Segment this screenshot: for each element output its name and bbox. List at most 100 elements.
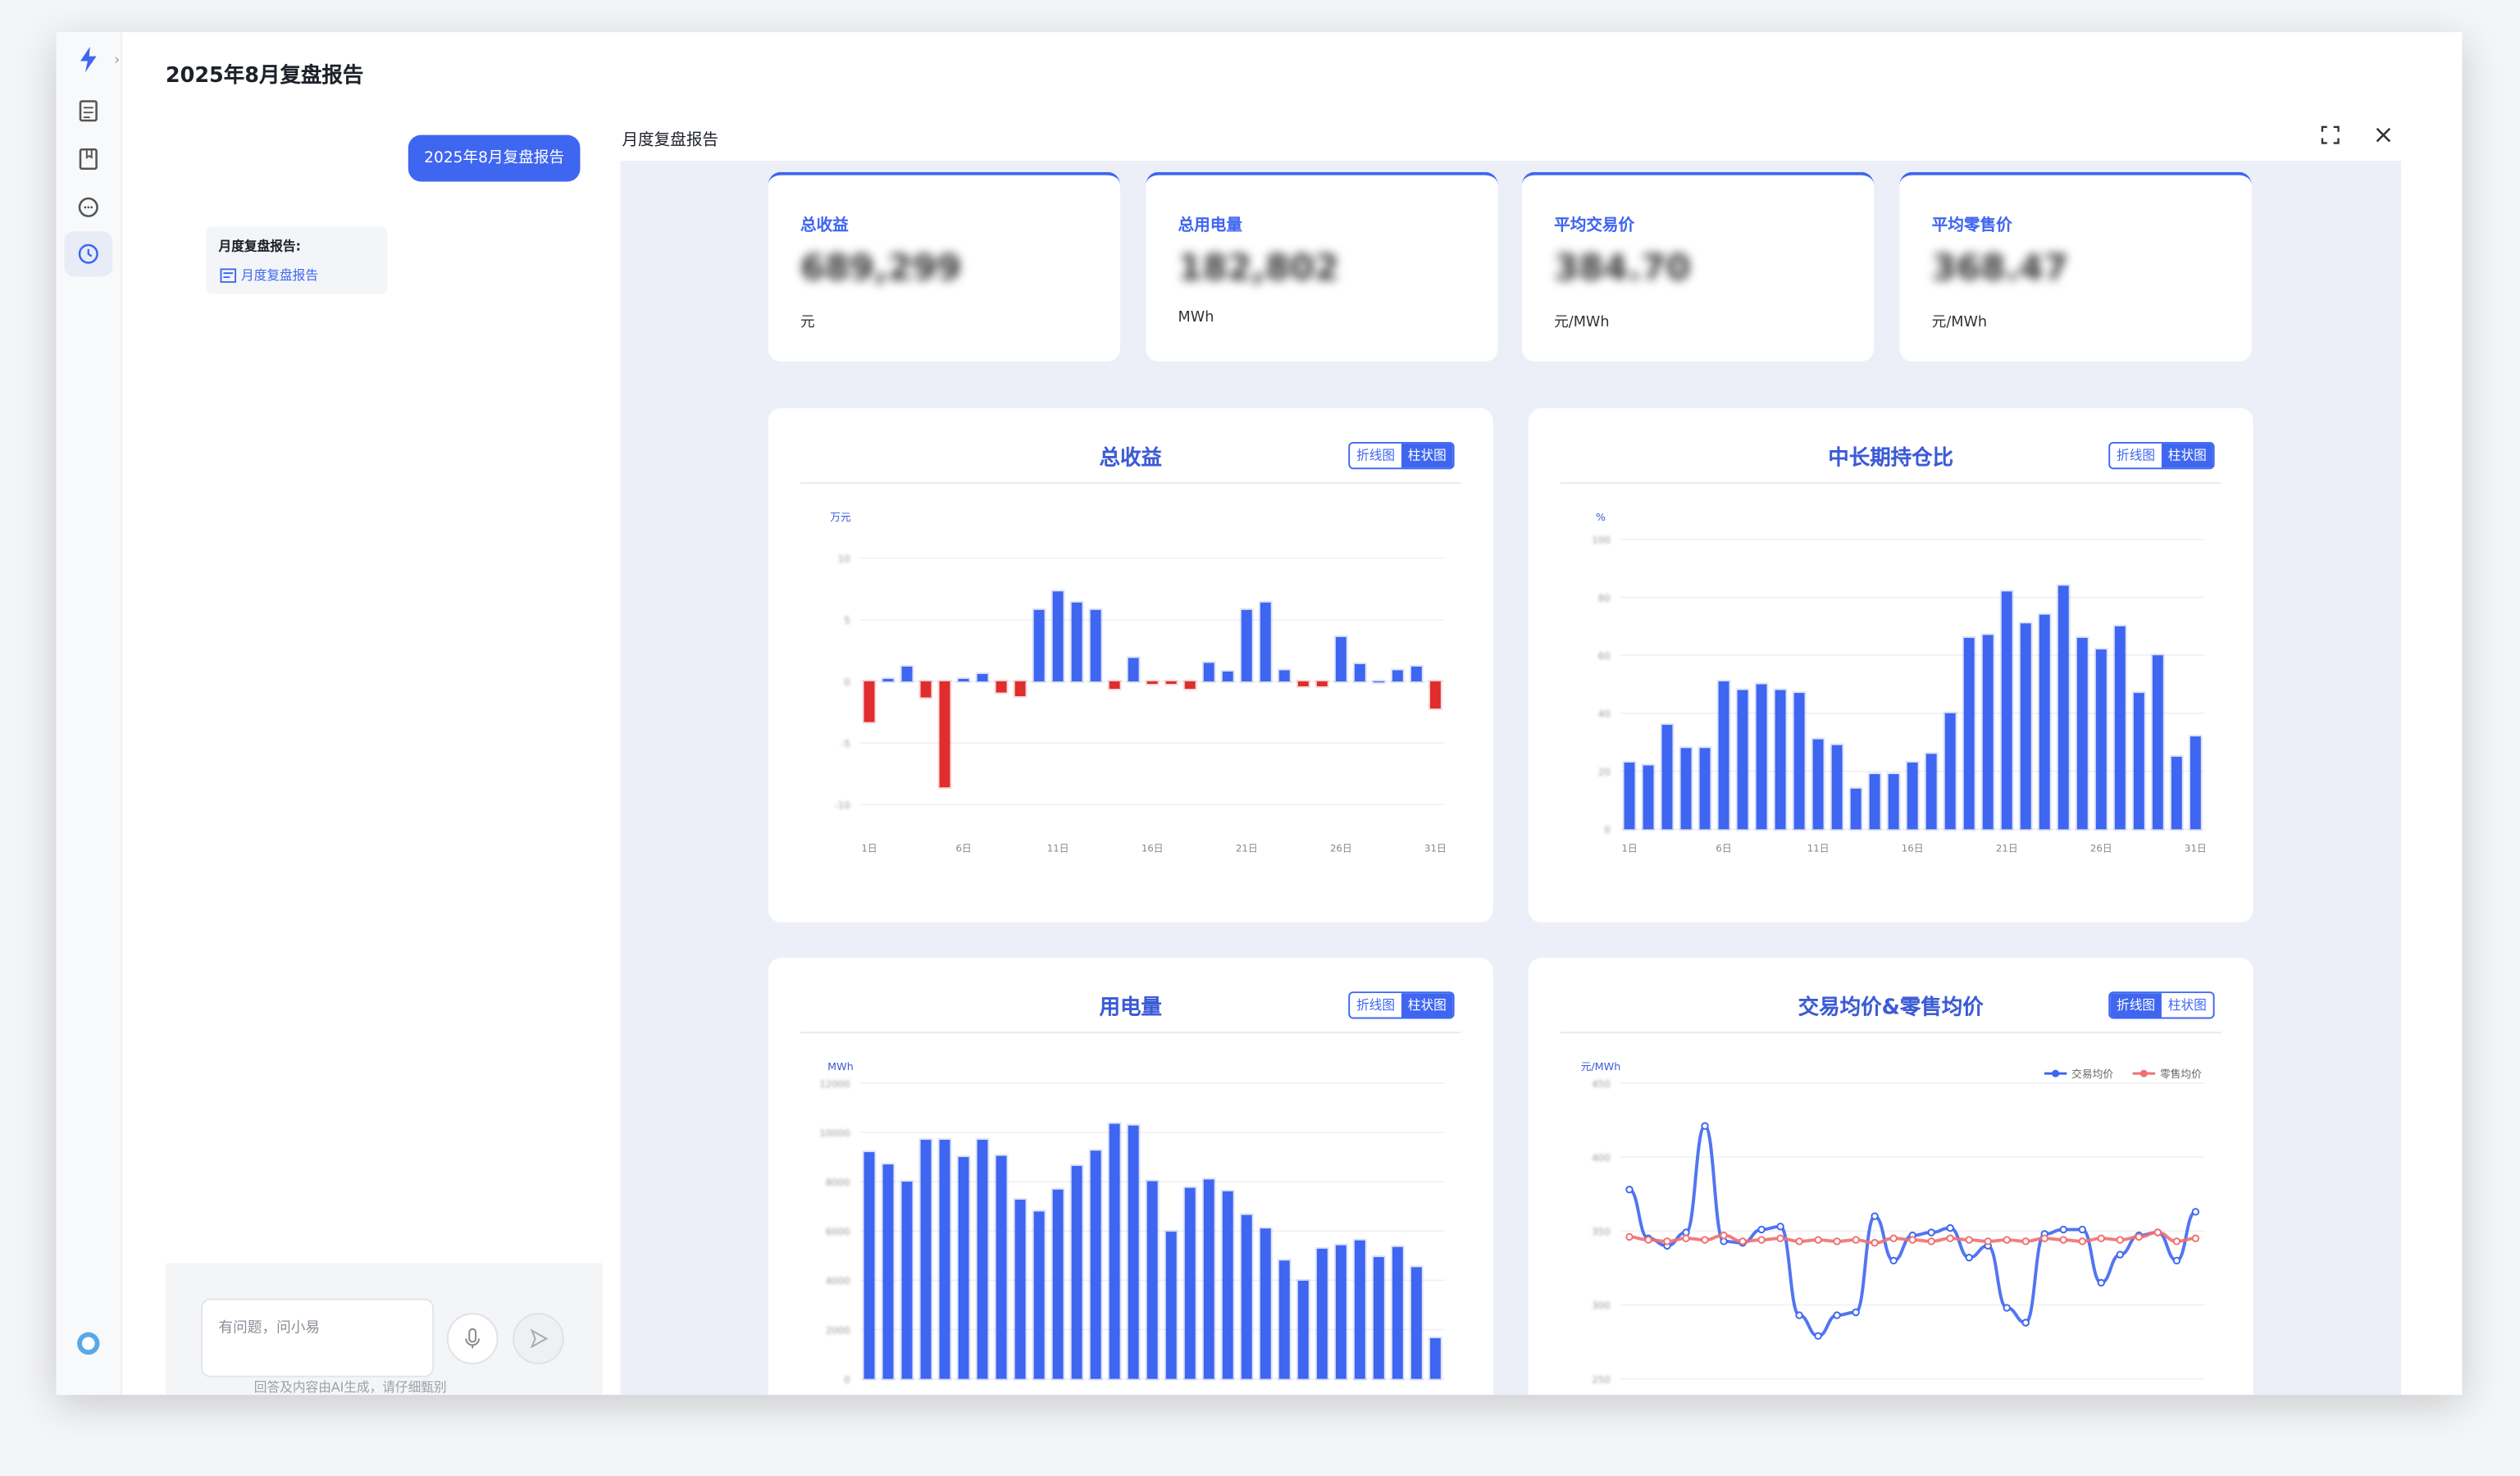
y-tick-label: 450	[1592, 1078, 1610, 1090]
point	[2078, 1237, 2086, 1246]
point	[1720, 1231, 1728, 1240]
y-tick-label: -5	[841, 738, 850, 749]
mic-button[interactable]	[446, 1313, 499, 1364]
x-tick-label: 11日	[1807, 843, 1830, 854]
bar	[1371, 679, 1386, 685]
bar	[1352, 1238, 1367, 1381]
bar	[1183, 679, 1197, 690]
toggle-option[interactable]: 柱状图	[2161, 993, 2213, 1018]
view-toggle: 折线图 柱状图	[1348, 441, 1455, 470]
bar	[1145, 679, 1160, 686]
chart: MWh 0 2000 4000 6000 8000 10000 12000	[819, 1061, 1445, 1385]
bar	[994, 1154, 1009, 1381]
point	[1852, 1236, 1860, 1244]
bar	[1050, 590, 1065, 683]
nav-book-icon[interactable]	[72, 143, 104, 175]
kpi-card: 平均零售价 368.47 元/MWh	[1899, 171, 2252, 362]
point	[2153, 1228, 2162, 1237]
avatar[interactable]	[72, 1328, 104, 1360]
toggle-option[interactable]: 折线图	[2110, 443, 2162, 468]
bar	[1962, 636, 1976, 831]
view-toggle: 折线图 柱状图	[2108, 441, 2215, 470]
point	[1833, 1311, 1841, 1319]
chat-input[interactable]: 有问题，问小易	[200, 1298, 435, 1378]
fullscreen-button[interactable]	[2321, 125, 2340, 145]
bar	[1013, 679, 1028, 698]
kpi-value: 368.47	[1931, 248, 2069, 289]
point	[1871, 1238, 1879, 1247]
expand-arrow[interactable]: ›	[114, 52, 121, 70]
bar	[2150, 654, 2165, 831]
disclaimer: 回答及内容由AI生成，请仔细甄别	[253, 1380, 447, 1396]
bar	[1390, 668, 1405, 683]
point	[1889, 1234, 1898, 1242]
point	[1946, 1223, 1954, 1232]
bar	[1924, 752, 1939, 831]
point	[1757, 1236, 1766, 1244]
y-tick-label: -10	[835, 800, 850, 811]
point	[2097, 1234, 2105, 1242]
bar	[1220, 669, 1235, 683]
separator	[1560, 1032, 2222, 1034]
point	[1701, 1122, 1709, 1130]
point	[2172, 1256, 2181, 1264]
view-toggle: 折线图 柱状图	[1348, 991, 1455, 1019]
bar	[1792, 691, 1807, 831]
y-tick-label: 4000	[826, 1275, 850, 1287]
send-button[interactable]	[513, 1313, 564, 1364]
point	[2172, 1237, 2181, 1246]
x-tick-label: 6日	[955, 843, 971, 854]
axis-unit: 万元	[830, 512, 851, 524]
toggle-option[interactable]: 柱状图	[1401, 443, 1453, 468]
y-tick-label: 80	[1598, 592, 1611, 604]
bar	[956, 676, 971, 683]
x-tick-label: 21日	[1236, 843, 1258, 854]
legend-dot	[2052, 1069, 2060, 1077]
point	[2021, 1237, 2030, 1246]
point	[1908, 1236, 1916, 1244]
toggle-option[interactable]: 柱状图	[2161, 443, 2213, 468]
bar	[1088, 608, 1103, 683]
point	[2116, 1236, 2124, 1244]
toggle-option[interactable]: 折线图	[2110, 993, 2162, 1018]
toggle-option[interactable]: 折线图	[1350, 993, 1401, 1018]
bar	[1220, 1189, 1235, 1381]
logo-icon[interactable]	[72, 43, 104, 75]
bar	[1943, 711, 1957, 831]
input-bar: 有问题，问小易 回答及内容由AI生成，请仔细甄别	[165, 1263, 603, 1396]
x-tick-label: 11日	[1047, 843, 1069, 854]
bar	[1032, 608, 1046, 683]
nav-history-icon[interactable]	[72, 238, 104, 270]
line	[1629, 1124, 2197, 1338]
toggle-option[interactable]: 柱状图	[1401, 993, 1453, 1018]
bar	[2131, 691, 2146, 831]
bar	[1088, 1149, 1103, 1381]
bar	[2094, 648, 2108, 831]
mic-icon	[465, 1328, 481, 1349]
point	[2078, 1225, 2086, 1234]
bar	[1315, 1246, 1329, 1381]
chart-card: 中长期持仓比 折线图 柱状图% 0 20 40 60 80 100 1日 6日 11日 16日 21日 26…	[1528, 408, 2253, 922]
point	[1625, 1232, 1634, 1241]
nav-chat-icon[interactable]	[72, 191, 104, 223]
y-tick-label: 10	[838, 554, 850, 565]
x-tick-label: 21日	[1996, 843, 2018, 854]
bar	[1069, 1164, 1084, 1381]
bar	[1409, 664, 1424, 683]
reply-card: 月度复盘报告: 月度复盘报告	[205, 226, 388, 294]
point	[1871, 1212, 1879, 1220]
reply-link[interactable]: 月度复盘报告	[240, 268, 319, 283]
bar	[1107, 679, 1122, 690]
nav-doc-icon[interactable]	[72, 95, 104, 127]
x-tick-label: 31日	[2185, 843, 2207, 854]
point	[1795, 1237, 1803, 1246]
toggle-option[interactable]: 折线图	[1350, 443, 1401, 468]
bar	[937, 679, 952, 790]
close-button[interactable]	[2374, 125, 2394, 145]
chat-pane: 2025年8月复盘报告 月度复盘报告: 月度复盘报告 有问题，问小易 回答及内容…	[165, 109, 604, 1396]
point	[1814, 1236, 1822, 1244]
y-tick-label: 20	[1598, 766, 1611, 777]
y-tick-label: 400	[1592, 1152, 1610, 1164]
bar	[2037, 613, 2052, 831]
